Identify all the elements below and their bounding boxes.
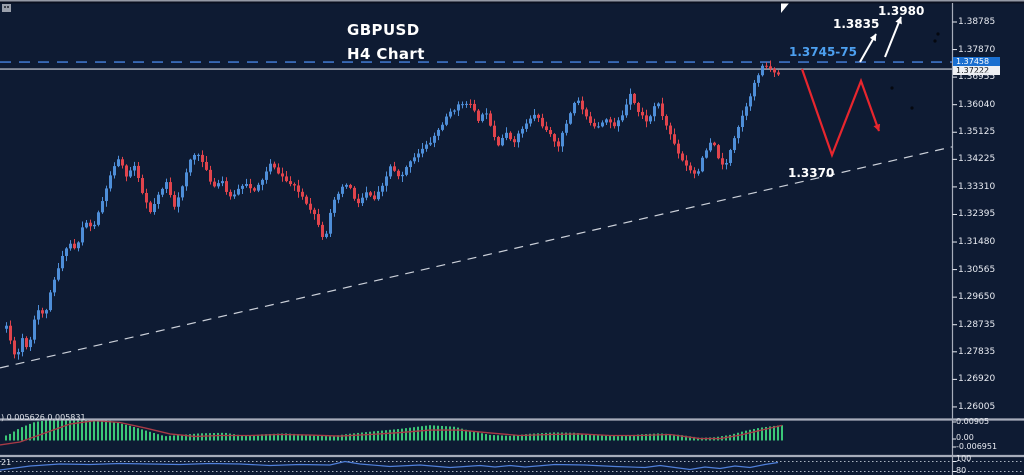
annotation-target-mid: 1.3835 (833, 17, 880, 31)
macd-axis-label: -0.006951 (956, 442, 998, 451)
price-tick-label: 1.35125 (958, 127, 996, 138)
macd-axis-label: 0.00905 (956, 417, 990, 426)
price-tick-label: 1.26005 (958, 401, 996, 412)
price-tick-label: 1.36040 (958, 99, 996, 110)
price-tick-label: 1.33310 (958, 181, 996, 192)
price-tick-label: 1.32395 (958, 209, 996, 220)
annotation-support-level: 1.3370 (788, 166, 835, 180)
axis-ticks (952, 21, 957, 472)
macd-values-label: ) 0.005626 0.005831 (1, 413, 86, 422)
projection-zigzag (800, 68, 881, 159)
annotation-resistance-zone: 1.3745-75 (789, 45, 857, 59)
price-tick-label: 1.26920 (958, 374, 996, 385)
annotation-target-high: 1.3980 (878, 4, 925, 18)
price-tick-label: 1.27835 (958, 346, 996, 357)
breakout-arrows (859, 16, 902, 63)
bid-price-badge: 1.37458 (953, 57, 1000, 66)
wedge-marker (781, 2, 790, 13)
oscillator (0, 460, 1022, 472)
specks (890, 32, 940, 110)
chart-title-symbol: GBPUSD (347, 21, 420, 39)
price-tick-label: 1.29650 (958, 292, 996, 303)
price-tick-label: 1.36955 (958, 72, 996, 83)
oscillator-period-label: 21 (1, 458, 12, 467)
price-tick-label: 1.37870 (958, 44, 996, 55)
macd-axis-label: 0.00 (956, 433, 974, 442)
price-tick-label: 1.30565 (958, 264, 996, 275)
price-tick-label: 1.38785 (958, 17, 996, 27)
price-tick-label: 1.31480 (958, 237, 996, 248)
oscillator-axis-label: 80 (956, 466, 967, 475)
macd-signal-line (0, 419, 783, 446)
price-tick-label: 1.28735 (958, 319, 996, 330)
support-trendline (0, 146, 953, 369)
ask-price-badge: 1.37222 (953, 66, 1000, 75)
macd-histogram (5, 418, 783, 441)
chart-title-timeframe: H4 Chart (347, 45, 425, 63)
candlesticks (5, 60, 780, 360)
price-tick-label: 1.34225 (958, 154, 996, 165)
oscillator-axis-label: 100 (956, 454, 972, 463)
